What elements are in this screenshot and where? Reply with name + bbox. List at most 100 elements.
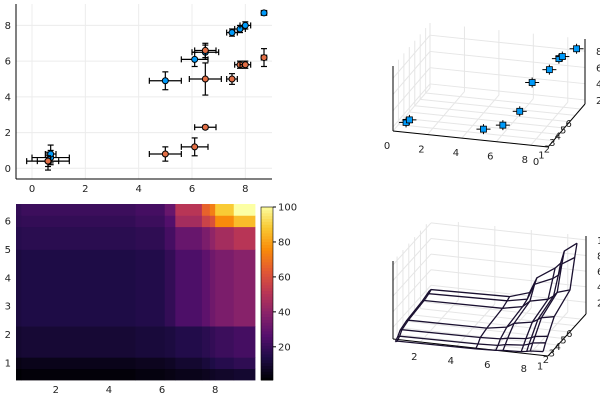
back-wall-gridline [429,34,586,52]
colorbar-segment [261,359,273,364]
heatmap-cell [233,215,256,228]
y-tick-label: 3 [5,302,11,313]
heatmap-cell [164,215,176,228]
data-point-series-2 [201,123,209,131]
colorbar-segment [261,253,273,257]
y-tick-label: 6 [5,217,11,228]
colorbar-segment [261,322,273,326]
data-point-series-1 [191,55,199,63]
heatmap-cell [16,326,22,358]
x-axis [392,130,549,148]
colorbar-segment [261,267,273,271]
colorbar-segment [261,215,273,220]
colorbar-segment [261,290,273,294]
heatmap-cell [135,326,166,358]
heatmap-cell [209,215,216,228]
floor-gridline [427,91,465,135]
y-tick-label: 5 [560,336,566,347]
x-tick-label: 4 [106,385,112,396]
colorbar-segment [261,313,273,318]
y-tick-label: 0 [5,164,11,175]
colorbar-segment [261,264,273,269]
back-wall-gridline [429,83,586,101]
colorbar-segment [261,328,273,332]
y-tick-label: 1 [538,151,544,162]
x-tick-label: 4 [448,356,454,367]
z-tick-label: 40 [597,283,600,294]
floor-gridline [420,308,576,327]
data-point-series-1 [260,9,268,17]
data-point-series-1 [228,29,236,37]
heatmap-cell [209,204,216,216]
colorbar-segment [261,270,273,274]
colorbar-segment [261,281,273,286]
data-point-series-2 [161,150,169,158]
data-point-series-2 [201,75,209,83]
surface-wire-col [542,243,578,352]
heatmap-cell [201,326,211,358]
y-tick-label: 4 [5,273,11,284]
x-tick-label: 2 [53,385,59,396]
floor-gridline [456,303,496,347]
heatmap-cell [201,215,211,228]
colorbar-segment [261,333,273,338]
y-tick-label: 6 [565,119,571,130]
floor-gridline [461,94,500,139]
colorbar-segment [261,224,273,228]
heatmap-cell [21,226,136,250]
heatmap-cell [135,215,166,228]
heatmap-cell [201,368,211,381]
colorbar-segment [261,287,273,292]
heatmap-cell [175,357,203,370]
colorbar-segment [261,302,273,306]
floor-gridline [409,111,565,129]
heatmap-cell [164,357,176,370]
heatmap-cell [201,357,211,370]
y-tick-label: 1 [5,358,11,369]
heatmap-cell [215,249,235,327]
z-tick-label: 80 [597,252,600,263]
side-wall-gridline [392,51,431,95]
floor-gridline [426,301,582,320]
heatmap-cell [135,357,166,370]
colorbar-segment [261,235,273,240]
heatmap-cell [201,249,211,327]
colorbar-segment [261,221,273,225]
side-wall-gridline [392,253,432,297]
heatmap-cell [21,326,136,358]
colorbar-segment [261,348,273,352]
colorbar-segment [261,342,273,346]
floor-gridline [530,101,569,146]
surface-wire-col [475,296,511,350]
colorbar-segment [261,212,273,217]
y-tick-label: 4 [5,92,11,103]
x-tick-label: 0 [384,141,390,152]
colorbar-tick-label: 100 [278,203,297,214]
floor-gridline [420,98,576,116]
heatmap-cell [215,226,235,250]
z-tick-label: 4 [596,80,600,91]
x-tick-label: 6 [189,184,195,195]
colorbar-segment [261,232,273,237]
heatmap-cell [215,357,235,370]
colorbar-segment [261,279,273,283]
colorbar-segment [261,356,273,361]
heatmap-cell [21,204,136,216]
colorbar-tick-label: 20 [278,342,291,353]
colorbar-segment [261,336,273,341]
heatmap-cell [209,249,216,327]
data-point-series-2 [241,61,249,69]
y-tick-label: 6 [566,329,572,340]
colorbar-segment [261,368,273,372]
heatmap-cell [21,249,136,327]
back-wall-gridline [429,50,586,68]
data-point-series-2 [260,54,268,62]
colorbar-segment [261,362,273,367]
heatmap-cell [215,368,235,381]
floor-gridline [425,92,581,110]
surface-wire-col [529,250,565,352]
colorbar-segment [261,207,273,211]
colorbar-segment [261,371,273,375]
z-tick-label: 8 [596,47,600,58]
